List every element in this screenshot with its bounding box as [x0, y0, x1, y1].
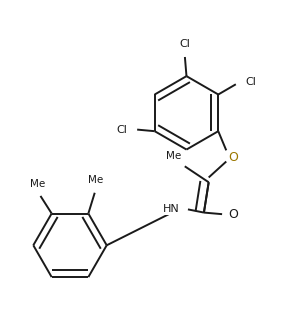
Text: Me: Me — [88, 175, 103, 185]
Text: Cl: Cl — [117, 124, 128, 135]
Text: Cl: Cl — [245, 77, 256, 87]
Text: Cl: Cl — [180, 39, 190, 49]
Text: O: O — [228, 151, 238, 164]
Text: HN: HN — [163, 204, 179, 214]
Text: Me: Me — [166, 151, 182, 161]
Text: Me: Me — [30, 179, 45, 189]
Text: O: O — [229, 208, 238, 221]
